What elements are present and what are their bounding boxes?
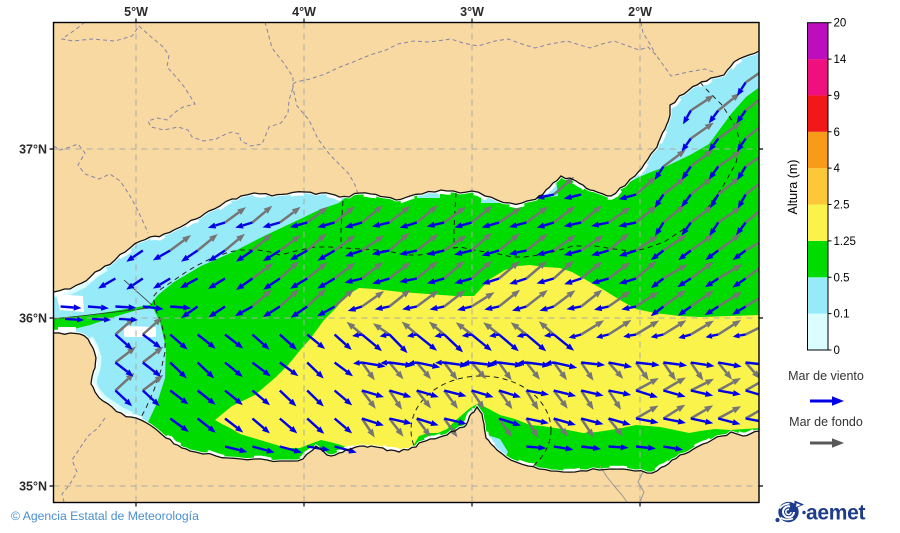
svg-text:20: 20 <box>834 18 847 30</box>
svg-text:2°W: 2°W <box>628 5 652 19</box>
svg-text:0.1: 0.1 <box>834 309 850 321</box>
svg-text:0: 0 <box>834 345 840 357</box>
svg-text:Altura (m): Altura (m) <box>786 160 800 215</box>
svg-text:Mar de fondo: Mar de fondo <box>789 415 863 429</box>
svg-text:9: 9 <box>834 90 840 102</box>
svg-text:4°W: 4°W <box>292 5 316 19</box>
svg-text:Mar de viento: Mar de viento <box>788 369 864 383</box>
svg-text:3°W: 3°W <box>460 5 484 19</box>
svg-text:6: 6 <box>834 127 840 139</box>
svg-text:0.5: 0.5 <box>834 272 850 284</box>
svg-text:4: 4 <box>834 163 841 175</box>
svg-text:36°N: 36°N <box>19 312 47 326</box>
svg-text:aemet: aemet <box>806 502 866 525</box>
svg-text:© Agencia Estatal de Meteorolo: © Agencia Estatal de Meteorología <box>11 509 199 523</box>
svg-text:37°N: 37°N <box>19 143 47 157</box>
svg-text:2.5: 2.5 <box>834 200 850 212</box>
svg-text:35°N: 35°N <box>19 480 47 494</box>
svg-text:5°W: 5°W <box>124 5 148 19</box>
svg-text:1.25: 1.25 <box>834 236 856 248</box>
svg-text:14: 14 <box>834 54 847 66</box>
